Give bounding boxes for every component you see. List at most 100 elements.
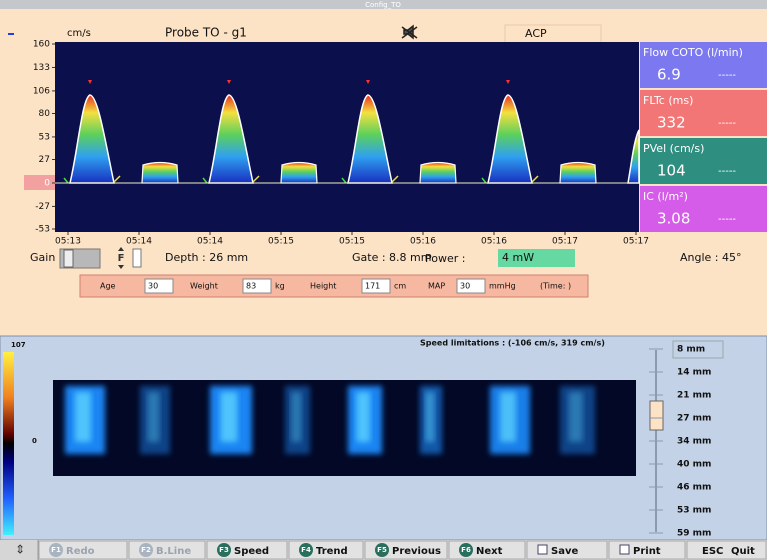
patient-field-label: Height bbox=[310, 282, 336, 291]
gain-label: Gain bbox=[30, 251, 55, 264]
color-scale-zero: 0 bbox=[32, 437, 37, 445]
x-tick-label: 05:13 bbox=[55, 237, 81, 247]
flow-waveform bbox=[420, 163, 456, 184]
measure-value: 104 bbox=[657, 162, 686, 180]
button-label: B.Line bbox=[156, 546, 191, 557]
depth-label: 21 mm bbox=[677, 391, 711, 401]
flow-streak-core bbox=[426, 392, 435, 442]
depth-label: 46 mm bbox=[677, 483, 711, 493]
measure-label: IC (l/m²) bbox=[643, 190, 688, 203]
depth-label: 27 mm bbox=[677, 414, 711, 424]
patient-field-label: Age bbox=[100, 282, 116, 291]
patient-field-value: 171 bbox=[365, 282, 380, 291]
color-bar bbox=[3, 352, 14, 535]
y-tick-label: 133 bbox=[33, 63, 50, 73]
key-label: F2 bbox=[141, 546, 151, 554]
button-label: Next bbox=[476, 546, 503, 557]
x-tick-label: 05:17 bbox=[552, 237, 578, 247]
measure-previous: ----- bbox=[718, 70, 736, 81]
toggle-icon[interactable]: ⇕ bbox=[15, 543, 25, 557]
unit-label: cm/s bbox=[67, 28, 91, 39]
depth-label: 53 mm bbox=[677, 506, 711, 516]
measure-label: Flow COTO (l/min) bbox=[643, 46, 743, 59]
patient-field-unit: mmHg bbox=[489, 282, 516, 291]
y-tick-label: 106 bbox=[33, 86, 50, 96]
button-label: Redo bbox=[66, 546, 95, 557]
flow-streak-core bbox=[148, 392, 160, 442]
flow-waveform bbox=[560, 163, 596, 184]
depth-label: Depth : 26 mm bbox=[165, 251, 248, 264]
patient-field-unit: cm bbox=[394, 282, 406, 291]
button-label: Trend bbox=[316, 546, 348, 557]
key-label: F6 bbox=[461, 546, 471, 554]
mode-label: ACP bbox=[525, 27, 547, 40]
app-window: Config_TO F ⇕ cm/sProbe TO - g1ACP160133… bbox=[0, 0, 767, 560]
flow-streak-core bbox=[75, 392, 91, 442]
x-tick-label: 05:14 bbox=[197, 237, 223, 247]
measure-previous: ----- bbox=[718, 118, 736, 129]
depth-label: 34 mm bbox=[677, 437, 711, 447]
gain-box bbox=[133, 249, 141, 267]
mode-box bbox=[505, 25, 601, 43]
depth-label: 14 mm bbox=[677, 368, 711, 378]
gain-thumb[interactable] bbox=[64, 250, 73, 267]
depth-label: 8 mm bbox=[677, 345, 705, 355]
zero-highlight bbox=[24, 175, 55, 190]
patient-field-value: 30 bbox=[460, 282, 470, 291]
flow-streak-core bbox=[569, 392, 583, 442]
patient-field-value: 83 bbox=[246, 282, 256, 291]
measure-value: 6.9 bbox=[657, 66, 681, 84]
key-label: F3 bbox=[219, 546, 229, 554]
y-tick-label: 80 bbox=[39, 109, 51, 119]
key-label: ESC bbox=[702, 546, 723, 557]
flow-streak-core bbox=[221, 392, 238, 442]
y-tick-label: 27 bbox=[39, 155, 50, 165]
indicator bbox=[8, 33, 14, 35]
y-tick-label: -27 bbox=[35, 202, 50, 212]
spectrum bbox=[55, 42, 639, 232]
x-tick-label: 05:16 bbox=[410, 237, 436, 247]
x-tick-label: 05:15 bbox=[268, 237, 294, 247]
power-label: Power : bbox=[425, 252, 465, 265]
y-tick-label: 0 bbox=[44, 178, 50, 188]
patient-time: (Time: ) bbox=[540, 282, 571, 291]
button-label: Print bbox=[633, 546, 661, 557]
x-tick-label: 05:16 bbox=[481, 237, 507, 247]
x-tick-label: 05:17 bbox=[623, 237, 649, 247]
measure-previous: ----- bbox=[718, 166, 736, 177]
flow-streak-core bbox=[500, 392, 516, 442]
patient-field-label: Weight bbox=[190, 282, 218, 291]
y-tick-label: 53 bbox=[39, 132, 50, 142]
window-title: Config_TO bbox=[365, 1, 401, 9]
key-label: F5 bbox=[377, 546, 387, 554]
button-label: Quit bbox=[731, 546, 755, 557]
depth-label: 40 mm bbox=[677, 460, 711, 470]
patient-field-value: 30 bbox=[148, 282, 158, 291]
angle-label: Angle : 45° bbox=[680, 251, 742, 264]
flow-streak-core bbox=[291, 392, 301, 442]
speed-limits: Speed limitations : (-106 cm/s, 319 cm/s… bbox=[420, 339, 605, 348]
button-label: Save bbox=[551, 546, 578, 557]
x-tick-label: 05:14 bbox=[126, 237, 152, 247]
button-icon bbox=[538, 545, 547, 554]
color-scale-max: 107 bbox=[11, 341, 26, 349]
button-label: Speed bbox=[234, 546, 269, 557]
depth-label: 59 mm bbox=[677, 529, 711, 539]
key-label: F1 bbox=[51, 546, 61, 554]
measure-value: 3.08 bbox=[657, 210, 690, 228]
depth-handle[interactable] bbox=[650, 401, 663, 430]
button-label: Previous bbox=[392, 546, 441, 557]
gate-label: Gate : 8.8 mm bbox=[352, 251, 431, 264]
flow-waveform bbox=[281, 163, 317, 184]
x-tick-label: 05:15 bbox=[339, 237, 365, 247]
button-icon bbox=[620, 545, 629, 554]
patient-field-unit: kg bbox=[275, 282, 285, 291]
patient-field-label: MAP bbox=[428, 282, 445, 291]
flow-waveform bbox=[142, 163, 178, 184]
measure-previous: ----- bbox=[718, 214, 736, 225]
key-label: F4 bbox=[301, 546, 311, 554]
y-tick-label: -53 bbox=[35, 225, 50, 235]
y-tick-label: 160 bbox=[33, 40, 50, 50]
measure-label: FLTc (ms) bbox=[643, 94, 693, 107]
measure-label: PVel (cm/s) bbox=[643, 142, 704, 155]
